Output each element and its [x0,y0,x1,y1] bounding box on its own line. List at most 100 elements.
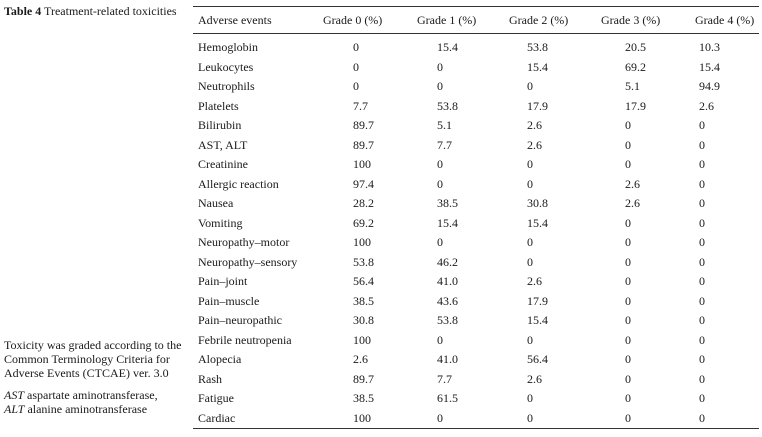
adverse-event-cell: Vomiting [198,215,243,230]
table-header: Adverse events Grade 0 (%) Grade 1 (%) G… [193,6,759,34]
grade-1-cell: 43.6 [437,293,458,308]
grade-2-cell: 0 [527,157,533,172]
grade-2-cell: 53.8 [527,40,548,55]
grade-3-cell: 0 [625,157,631,172]
adverse-event-cell: Bilirubin [198,118,242,133]
table-row: Rash 89.7 7.7 2.6 0 0 [193,370,759,390]
grade-0-cell: 30.8 [353,313,374,328]
table-row: Alopecia 2.6 41.0 56.4 0 0 [193,350,759,370]
grade-1-cell: 38.5 [437,196,458,211]
grade-1-cell: 0 [437,59,443,74]
grade-3-cell: 0 [625,215,631,230]
table-row: Bilirubin 89.7 5.1 2.6 0 0 [193,116,759,136]
grade-4-cell: 0 [699,410,705,425]
grade-3-cell: 0 [625,391,631,406]
adverse-event-cell: Creatinine [198,157,248,172]
adverse-event-cell: Cardiac [198,410,236,425]
grade-2-cell: 15.4 [527,59,548,74]
grade-3-cell: 20.5 [625,40,646,55]
adverse-event-cell: Platelets [198,98,239,113]
header-adverse-events: Adverse events [198,12,272,27]
grade-0-cell: 97.4 [353,176,374,191]
table-title: Treatment-related toxicities [44,4,177,18]
adverse-event-cell: Fatigue [198,391,234,406]
grade-0-cell: 38.5 [353,391,374,406]
table-row: Pain–muscle 38.5 43.6 17.9 0 0 [193,292,759,312]
grade-3-cell: 0 [625,274,631,289]
adverse-event-cell: Nausea [198,196,234,211]
grade-0-cell: 100 [353,235,371,250]
grade-3-cell: 17.9 [625,98,646,113]
adverse-event-cell: Neutrophils [198,79,255,94]
grade-1-cell: 0 [437,332,443,347]
table-row: Leukocytes 0 0 15.4 69.2 15.4 [193,58,759,78]
footnote-text: Toxicity was graded according to the Com… [4,338,182,380]
header-row: Adverse events Grade 0 (%) Grade 1 (%) G… [193,6,759,34]
grade-1-cell: 7.7 [437,137,452,152]
table-row: AST, ALT 89.7 7.7 2.6 0 0 [193,136,759,156]
grade-4-cell: 0 [699,274,705,289]
grade-4-cell: 0 [699,332,705,347]
grade-4-cell: 0 [699,235,705,250]
grade-3-cell: 0 [625,313,631,328]
grade-2-cell: 0 [527,235,533,250]
grade-0-cell: 28.2 [353,196,374,211]
table-row: Nausea 28.2 38.5 30.8 2.6 0 [193,194,759,214]
grade-0-cell: 7.7 [353,98,368,113]
grade-1-cell: 15.4 [437,215,458,230]
grade-2-cell: 56.4 [527,352,548,367]
grade-1-cell: 41.0 [437,274,458,289]
adverse-event-cell: Pain–neuropathic [198,313,282,328]
grade-2-cell: 2.6 [527,371,542,386]
abbr-alt-term: ALT [4,402,25,416]
abbr-ast-def: aspartate aminotransferase, [27,388,158,402]
table-row: Hemoglobin 0 15.4 53.8 20.5 10.3 [193,34,759,58]
grade-0-cell: 53.8 [353,254,374,269]
grade-0-cell: 0 [353,79,359,94]
grade-0-cell: 2.6 [353,352,368,367]
table-row: Allergic reaction 97.4 0 0 2.6 0 [193,175,759,195]
adverse-event-cell: Hemoglobin [198,40,258,55]
adverse-event-cell: Febrile neutropenia [198,332,292,347]
grade-1-cell: 0 [437,176,443,191]
adverse-event-cell: AST, ALT [198,137,248,152]
grade-2-cell: 2.6 [527,274,542,289]
table-row: Neuropathy–sensory 53.8 46.2 0 0 0 [193,253,759,273]
grade-4-cell: 0 [699,352,705,367]
grade-1-cell: 61.5 [437,391,458,406]
table-row: Febrile neutropenia 100 0 0 0 0 [193,331,759,351]
table-footnote: Toxicity was graded according to the Com… [4,338,186,416]
grade-2-cell: 0 [527,391,533,406]
header-grade-2: Grade 2 (%) [509,12,569,27]
toxicity-table: Adverse events Grade 0 (%) Grade 1 (%) G… [193,6,759,429]
grade-4-cell: 2.6 [699,98,714,113]
grade-0-cell: 100 [353,410,371,425]
grade-4-cell: 0 [699,371,705,386]
grade-4-cell: 0 [699,196,705,211]
grade-4-cell: 10.3 [699,40,720,55]
grade-4-cell: 0 [699,137,705,152]
grade-2-cell: 2.6 [527,137,542,152]
grade-4-cell: 0 [699,293,705,308]
grade-1-cell: 0 [437,410,443,425]
grade-0-cell: 100 [353,157,371,172]
table-row: Cardiac 100 0 0 0 0 [193,409,759,429]
grade-2-cell: 17.9 [527,98,548,113]
header-grade-1: Grade 1 (%) [417,12,477,27]
grade-0-cell: 89.7 [353,371,374,386]
grade-2-cell: 0 [527,254,533,269]
grade-4-cell: 0 [699,254,705,269]
abbreviations: AST aspartate aminotransferase, ALT alan… [4,388,186,416]
grade-1-cell: 0 [437,235,443,250]
grade-0-cell: 69.2 [353,215,374,230]
grade-4-cell: 94.9 [699,79,720,94]
grade-0-cell: 0 [353,40,359,55]
adverse-event-cell: Allergic reaction [198,176,279,191]
grade-3-cell: 0 [625,332,631,347]
adverse-event-cell: Rash [198,371,222,386]
grade-3-cell: 0 [625,118,631,133]
grade-1-cell: 46.2 [437,254,458,269]
grade-2-cell: 15.4 [527,215,548,230]
grade-0-cell: 100 [353,332,371,347]
table-caption: Table 4 Treatment-related toxicities [4,4,184,19]
